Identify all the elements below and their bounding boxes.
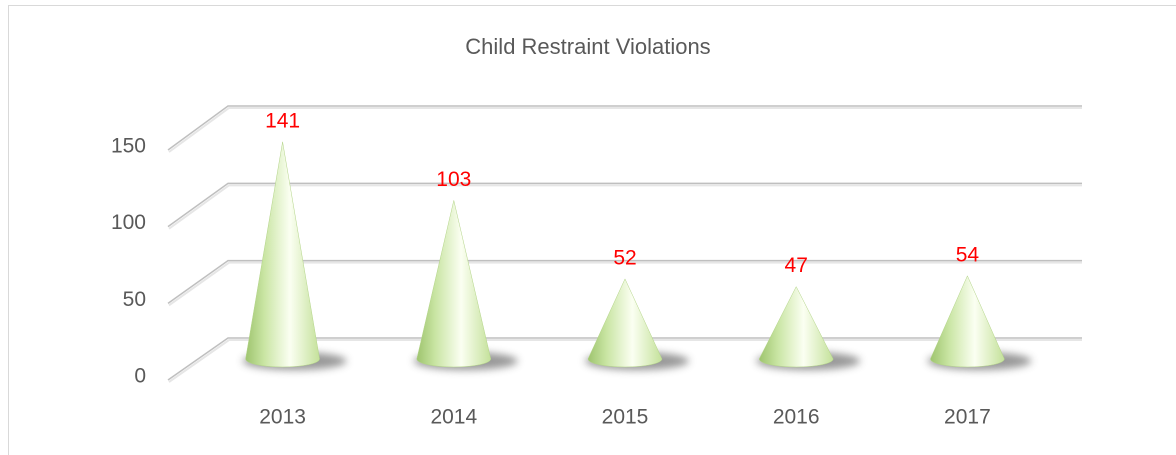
x-tick-label: 2017 [944,406,991,429]
grid-line [167,182,1082,228]
chart-border [8,5,1176,455]
y-tick-label: 100 [111,211,146,234]
data-label: 52 [613,246,636,269]
grid-line-shadow [168,107,1082,153]
data-label: 103 [436,168,471,191]
x-tick-label: 2015 [602,406,649,429]
y-tick-label: 50 [123,288,146,311]
y-tick-label: 0 [134,365,146,388]
data-label: 47 [785,254,808,277]
y-tick-label: 150 [111,135,146,158]
x-tick-label: 2016 [773,406,820,429]
chart-title: Child Restraint Violations [465,34,710,59]
cone [587,278,663,368]
cone [930,275,1005,368]
cone [416,200,492,368]
grid-line-shadow [168,184,1082,230]
cone [758,286,834,368]
data-label: 141 [265,109,300,132]
grid-line-shadow [168,261,1082,307]
x-tick-label: 2014 [430,406,477,429]
cone [245,141,320,368]
data-label: 54 [956,243,980,266]
grid-line [167,105,1082,151]
grid-line [167,259,1082,304]
x-tick-label: 2013 [259,406,306,429]
